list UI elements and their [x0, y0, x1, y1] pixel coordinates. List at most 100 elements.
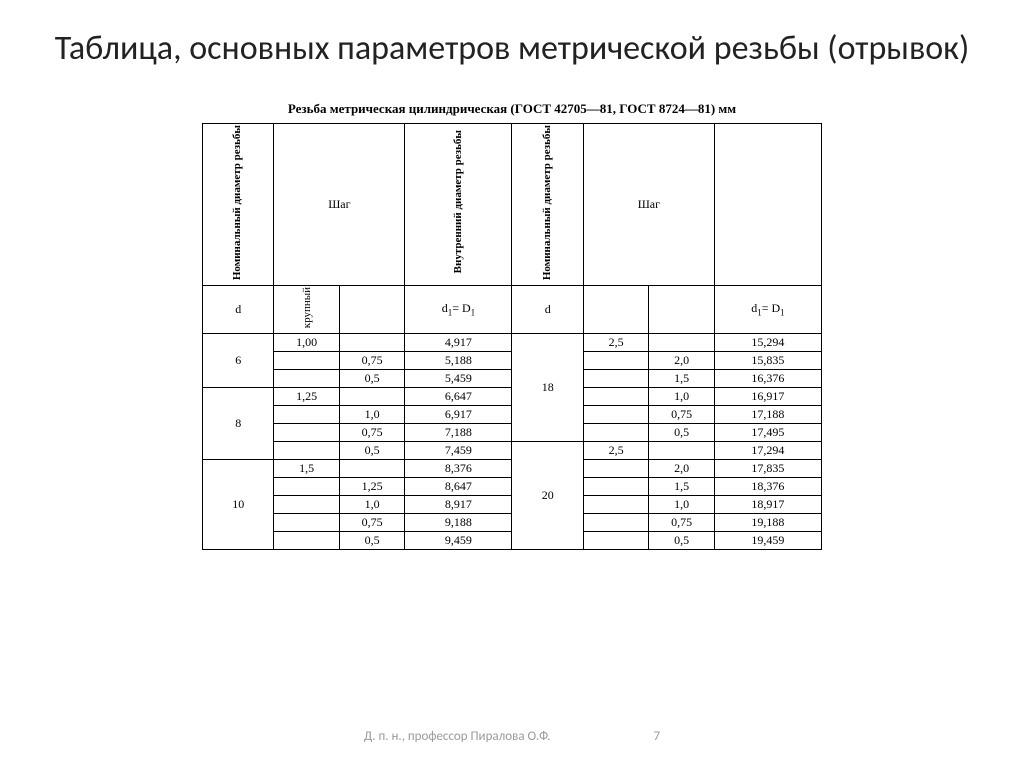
col-d1-right: d1= D1 [714, 285, 821, 333]
slide-title: Таблица, основных параметров метрической… [0, 0, 1024, 71]
cell-d1: 9,459 [405, 531, 512, 549]
cell-d1: 19,459 [714, 531, 821, 549]
table-container: Резьба метрическая цилиндрическая (ГОСТ … [202, 101, 822, 550]
cell-fine [339, 459, 404, 477]
cell-d1: 17,294 [714, 441, 821, 459]
cell-d: 8 [203, 387, 274, 459]
cell-d1: 16,917 [714, 387, 821, 405]
col-fine-left [339, 285, 404, 333]
cell-d1: 19,188 [714, 513, 821, 531]
cell-fine: 2,0 [649, 459, 714, 477]
cell-d1: 5,188 [405, 351, 512, 369]
col-coarse-left: крупный [274, 285, 339, 333]
cell-coarse [274, 531, 339, 549]
cell-coarse [274, 351, 339, 369]
cell-d1: 18,917 [714, 495, 821, 513]
cell-d1: 5,459 [405, 369, 512, 387]
table-caption: Резьба метрическая цилиндрическая (ГОСТ … [202, 101, 822, 117]
cell-fine: 0,75 [339, 513, 404, 531]
cell-coarse: 1,5 [274, 459, 339, 477]
cell-d: 20 [512, 441, 583, 549]
cell-fine: 1,5 [649, 369, 714, 387]
cell-d1: 9,188 [405, 513, 512, 531]
cell-d1: 17,495 [714, 423, 821, 441]
col-d-right: d [512, 285, 583, 333]
cell-d: 10 [203, 459, 274, 549]
cell-fine: 0,5 [339, 369, 404, 387]
cell-coarse [583, 459, 648, 477]
col-d1-left: d1= D1 [405, 285, 512, 333]
cell-d1: 7,188 [405, 423, 512, 441]
footer-author: Д. п. н., профессор Пиралова О.Ф. [364, 729, 551, 744]
cell-coarse [583, 405, 648, 423]
cell-d1: 8,917 [405, 495, 512, 513]
cell-coarse: 2,5 [583, 441, 648, 459]
cell-coarse [583, 351, 648, 369]
cell-fine: 0,75 [339, 423, 404, 441]
cell-fine [339, 333, 404, 351]
cell-coarse [274, 513, 339, 531]
cell-coarse [274, 495, 339, 513]
cell-fine: 2,0 [649, 351, 714, 369]
cell-fine: 0,5 [649, 423, 714, 441]
col-fine-right [649, 285, 714, 333]
cell-fine: 0,75 [339, 351, 404, 369]
cell-d1: 16,376 [714, 369, 821, 387]
cell-d: 18 [512, 333, 583, 441]
cell-fine [649, 441, 714, 459]
cell-coarse [583, 387, 648, 405]
cell-coarse [583, 423, 648, 441]
cell-coarse [274, 423, 339, 441]
cell-d1: 8,376 [405, 459, 512, 477]
col-inner-left: Внутренний диаметр резьбы [405, 123, 512, 285]
col-coarse-right [583, 285, 648, 333]
cell-coarse [274, 441, 339, 459]
cell-d1: 18,376 [714, 477, 821, 495]
cell-fine: 1,0 [649, 495, 714, 513]
cell-coarse [274, 369, 339, 387]
cell-fine: 1,5 [649, 477, 714, 495]
cell-coarse: 2,5 [583, 333, 648, 351]
cell-d1: 17,188 [714, 405, 821, 423]
col-nominal-right: Номинальный диаметр резьбы [512, 123, 583, 285]
table-row: 61,004,917182,515,294 [203, 333, 822, 351]
cell-coarse [583, 513, 648, 531]
cell-coarse [274, 405, 339, 423]
cell-fine: 0,75 [649, 405, 714, 423]
cell-fine: 0,75 [649, 513, 714, 531]
cell-d1: 6,647 [405, 387, 512, 405]
cell-d1: 15,835 [714, 351, 821, 369]
cell-fine: 1,0 [339, 495, 404, 513]
cell-d1: 7,459 [405, 441, 512, 459]
cell-d1: 4,917 [405, 333, 512, 351]
cell-fine: 1,0 [339, 405, 404, 423]
cell-fine: 1,25 [339, 477, 404, 495]
table-row: 0,57,459202,517,294 [203, 441, 822, 459]
cell-d1: 15,294 [714, 333, 821, 351]
metric-thread-table: Номинальный диаметр резьбы Шаг Внутренни… [202, 123, 822, 550]
cell-coarse [583, 531, 648, 549]
cell-coarse [274, 477, 339, 495]
cell-coarse [583, 477, 648, 495]
col-pitch-right: Шаг [583, 123, 714, 285]
col-pitch-left: Шаг [274, 123, 405, 285]
cell-fine: 0,5 [649, 531, 714, 549]
cell-fine [339, 387, 404, 405]
cell-coarse [583, 369, 648, 387]
cell-fine: 0,5 [339, 441, 404, 459]
cell-coarse [583, 495, 648, 513]
cell-fine: 0,5 [339, 531, 404, 549]
cell-d1: 17,835 [714, 459, 821, 477]
col-inner-right [714, 123, 821, 285]
col-d-left: d [203, 285, 274, 333]
slide-footer: Д. п. н., профессор Пиралова О.Ф. 7 [0, 729, 1024, 744]
cell-d1: 8,647 [405, 477, 512, 495]
cell-coarse: 1,25 [274, 387, 339, 405]
cell-coarse: 1,00 [274, 333, 339, 351]
cell-d1: 6,917 [405, 405, 512, 423]
footer-page-number: 7 [654, 729, 661, 744]
col-nominal-left: Номинальный диаметр резьбы [203, 123, 274, 285]
cell-fine: 1,0 [649, 387, 714, 405]
cell-d: 6 [203, 333, 274, 387]
cell-fine [649, 333, 714, 351]
